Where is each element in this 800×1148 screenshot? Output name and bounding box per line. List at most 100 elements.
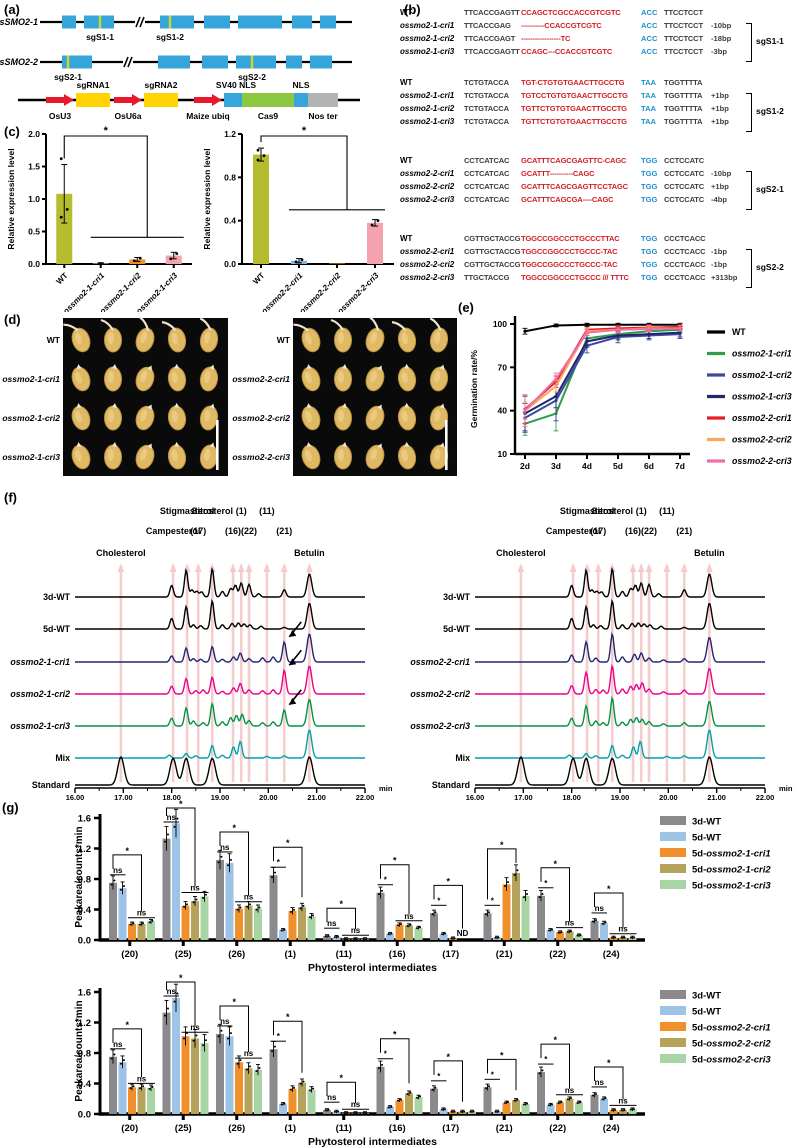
sig-label: ns <box>565 1086 575 1095</box>
x-tick-(26): (26) <box>228 1123 245 1134</box>
sig-bracket <box>433 1060 463 1102</box>
seed <box>365 404 385 431</box>
bar-group-(16): * ns * <box>376 856 423 940</box>
sequence-row: WT TTCACCGAGTT CCAGCTCGCCACCGTCGTC ACC TTCCT… <box>400 8 800 21</box>
bar <box>235 1062 243 1114</box>
x-tick-ossmo2-2-cri3: ossmo2-2-cri3 <box>336 271 381 312</box>
legend-entry-3d-WT: 3d-WT <box>660 990 721 1002</box>
sequence-block-sgS1-2: WT TCTGTACCA TGT-CTGTGTGAACTTGCCTG TAA TGGTT… <box>400 78 800 132</box>
seq-target: GCATTT----------CAGC <box>521 169 595 178</box>
x-tick-(21): (21) <box>496 1123 513 1134</box>
time-tick-label: 17.00 <box>114 793 133 800</box>
y-tick-label: 0.0 <box>78 1110 91 1121</box>
seed <box>334 364 352 392</box>
seed <box>199 317 219 353</box>
bar <box>147 921 155 940</box>
seq-pam: TAA <box>641 78 657 87</box>
legend-label: ossmo2-1-cri2 <box>732 370 792 380</box>
sequence-row: WT CCTCATCAC GCATTTCAGCGAGTTC-CAGC TGG CCTCC… <box>400 156 800 169</box>
seq-downstream: TGGTTTTA <box>664 117 703 126</box>
y-tick-label: 70 <box>498 362 508 372</box>
seq-upstream: CCTCATCAC <box>464 195 510 204</box>
legend-entry-5d-ossmo2-1-cri1: 5d-ossmo2-1-cri1 <box>660 848 771 860</box>
bar <box>521 895 530 940</box>
indel-size: -4bp <box>711 195 728 204</box>
sig-label: * <box>384 876 388 885</box>
x-tick-WT: WT <box>251 271 266 286</box>
legend-entry-ossmo2-2-cri1: ossmo2-2-cri1 <box>707 413 792 423</box>
compound-label-(21): (21) <box>676 526 692 536</box>
sequence-row: ossmo2-1-cri3 TTCACCGAGTT CCAGC---CCACCGTC… <box>400 47 800 60</box>
sig-star: * <box>125 1020 129 1030</box>
sig-label: ns <box>244 893 254 902</box>
bar <box>537 895 545 940</box>
bar <box>502 884 511 940</box>
compound-label-(22): (22) <box>241 526 257 536</box>
seed <box>71 364 91 392</box>
svg-text:SV40 NLS: SV40 NLS <box>216 80 256 90</box>
mutant-bracket <box>746 93 752 132</box>
y-axis-label: Relative expression level <box>6 148 16 249</box>
sig-label: ns <box>327 919 337 928</box>
seed <box>397 441 417 470</box>
line-name: WT <box>400 78 413 87</box>
scale-bar <box>445 420 448 470</box>
sig-bracket <box>273 1020 303 1073</box>
seed-row-label: ossmo2-1-cri2 <box>2 413 60 423</box>
sv40-nls-box <box>224 93 242 107</box>
bar <box>137 923 146 940</box>
line-name: ossmo2-1-cri3 <box>400 117 455 126</box>
sig-star: * <box>607 1058 611 1068</box>
trace-label: Standard <box>32 780 70 790</box>
sequence-row: ossmo2-2-cri3 TTGCTACCG TGGCCGGCCCTGCCC //… <box>400 273 800 286</box>
seed <box>365 443 385 470</box>
seq-target: -----------------TC <box>521 34 571 43</box>
indel-size: -1bp <box>711 247 728 256</box>
compound-label-(17): (17) <box>590 526 606 536</box>
bar <box>575 935 583 940</box>
compound-label-Cholesterol: Cholesterol <box>96 548 146 558</box>
sig-label: * <box>544 1055 548 1064</box>
legend-entry-5d-ossmo2-1-cri2: 5d-ossmo2-1-cri2 <box>660 864 771 876</box>
bar <box>307 916 316 940</box>
bar <box>298 1082 306 1114</box>
bar <box>609 1110 618 1114</box>
x-tick-5d: 5d <box>613 461 623 471</box>
sig-label: ns <box>190 1023 200 1032</box>
x-tick-ossmo2-2-cri1: ossmo2-2-cri1 <box>260 271 305 312</box>
time-tick-label: 19.00 <box>211 793 230 800</box>
bar-group-(22): * ns * <box>537 859 583 940</box>
sig-star: * <box>446 1052 450 1062</box>
y-tick-label: 1.2 <box>224 129 236 139</box>
trace-ossmo2-1-cri3: ossmo2-1-cri3 <box>10 689 365 731</box>
line-name: ossmo2-1-cri2 <box>400 34 455 43</box>
seed-row-label: ossmo2-2-cri1 <box>232 374 290 384</box>
promoter-arrow-icon <box>46 94 74 106</box>
trace-label: ossmo2-2-cri1 <box>410 657 470 667</box>
seed <box>397 402 417 431</box>
sig-bracket <box>594 1066 624 1100</box>
promoter-arrow-icon <box>114 94 142 106</box>
indel-size: +1bp <box>711 91 729 100</box>
y-tick-label: 0.8 <box>78 875 91 886</box>
legend-label: WT <box>732 327 746 337</box>
trace-Mix: Mix <box>55 729 365 763</box>
sig-label: ns <box>565 919 575 928</box>
legend-entry-WT: WT <box>707 327 746 337</box>
seed <box>167 363 187 392</box>
seed <box>365 365 385 392</box>
time-tick-label: 22.00 <box>356 793 375 800</box>
seed <box>135 316 155 353</box>
seq-upstream: TCTGTACCA <box>464 117 509 126</box>
legend-label: ossmo2-1-cri3 <box>732 392 792 402</box>
time-tick-label: 19.00 <box>611 793 630 800</box>
sig-bracket <box>540 1043 570 1089</box>
sequence-row: ossmo2-1-cri2 TTCACCGAGT -----------------… <box>400 34 800 47</box>
bar <box>395 1100 404 1114</box>
seq-downstream: CCTCCATC <box>664 156 705 165</box>
mutant-bracket <box>746 23 752 62</box>
promoter-arrow-icon <box>194 94 222 106</box>
sig-star: * <box>232 823 236 833</box>
sequence-row: ossmo2-2-cri1 CCTCATCAC GCATTT----------CA… <box>400 169 800 182</box>
